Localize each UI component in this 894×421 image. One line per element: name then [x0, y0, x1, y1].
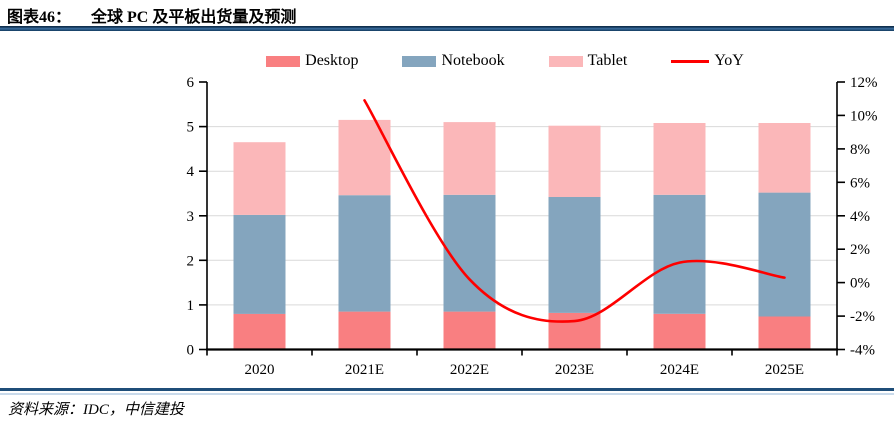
bar-segment-notebook-2020: [233, 214, 286, 314]
bar-segment-desktop-2025E: [758, 316, 811, 350]
legend-notebook-swatch-icon: [402, 55, 437, 67]
legend-label-notebook: Notebook: [441, 52, 505, 69]
chart-header: 图表46： 全球 PC 及平板出货量及预测: [7, 3, 296, 27]
bar-segment-desktop-2022E: [443, 311, 496, 350]
right-axis-tick-label: 2%: [850, 242, 870, 258]
right-axis-tick-label: 6%: [850, 175, 870, 191]
figure-number-label: 图表46：: [7, 9, 72, 26]
source-note: 资料来源：IDC，中信建投: [8, 402, 184, 418]
legend: Desktop Notebook Tablet YoY: [180, 52, 830, 70]
bar-segment-notebook-2021E: [338, 195, 391, 312]
bar-segment-tablet-2021E: [338, 119, 391, 196]
bar-segment-notebook-2023E: [548, 197, 601, 313]
bar-segment-tablet-2023E: [548, 125, 601, 197]
left-axis-tick-label: 1: [187, 298, 195, 314]
right-axis-tick-label: 4%: [850, 209, 870, 225]
bar-segment-tablet-2025E: [758, 123, 811, 193]
footer-divider-rule-light: [0, 393, 894, 395]
x-axis-category-label: 2024E: [660, 362, 699, 378]
header-divider-rule: [0, 26, 894, 31]
legend-label-tablet: Tablet: [587, 52, 628, 69]
bar-segment-notebook-2022E: [443, 194, 496, 312]
legend-yoy-line-icon: [671, 59, 710, 63]
legend-item-notebook: Notebook: [402, 52, 505, 70]
left-axis-tick-label: 6: [187, 75, 195, 91]
footer-divider-rule: [0, 388, 894, 391]
left-axis-tick-label: 3: [187, 209, 195, 225]
legend-tablet-swatch-icon: [548, 55, 583, 67]
left-axis-tick-label: 5: [187, 120, 195, 136]
bar-segment-tablet-2024E: [653, 123, 706, 195]
x-axis-category-label: 2020: [245, 362, 275, 378]
legend-item-desktop: Desktop: [266, 52, 358, 70]
bar-segment-desktop-2020: [233, 313, 286, 350]
right-axis-tick-label: 0%: [850, 276, 870, 292]
x-axis-category-label: 2021E: [345, 362, 384, 378]
right-axis-tick-label: 10%: [850, 108, 878, 124]
x-axis-category-label: 2022E: [450, 362, 489, 378]
legend-label-desktop: Desktop: [305, 52, 359, 69]
figure-title: 全球 PC 及平板出货量及预测: [91, 9, 297, 26]
right-axis-tick-label: -4%: [850, 343, 875, 359]
right-axis-tick-label: -2%: [850, 309, 875, 325]
bar-segment-notebook-2024E: [653, 194, 706, 314]
yoy-line: [363, 99, 786, 323]
x-axis-category-label: 2023E: [555, 362, 594, 378]
right-axis-tick-label: 8%: [850, 142, 870, 158]
bar-segment-tablet-2020: [233, 142, 286, 215]
bar-segment-tablet-2022E: [443, 122, 496, 195]
bar-segment-desktop-2021E: [338, 311, 391, 350]
legend-item-yoy: YoY: [671, 52, 744, 70]
legend-desktop-swatch-icon: [266, 55, 301, 67]
left-axis-tick-label: 4: [187, 164, 195, 180]
legend-label-yoy: YoY: [714, 52, 744, 69]
bar-segment-notebook-2025E: [758, 192, 811, 317]
legend-item-tablet: Tablet: [548, 52, 628, 70]
bar-segment-desktop-2024E: [653, 313, 706, 350]
left-axis-tick-label: 2: [187, 253, 195, 269]
left-axis-tick-label: 0: [187, 343, 195, 359]
right-axis-tick-label: 12%: [850, 75, 878, 91]
bar-segment-desktop-2023E: [548, 312, 601, 350]
x-axis-category-label: 2025E: [765, 362, 804, 378]
